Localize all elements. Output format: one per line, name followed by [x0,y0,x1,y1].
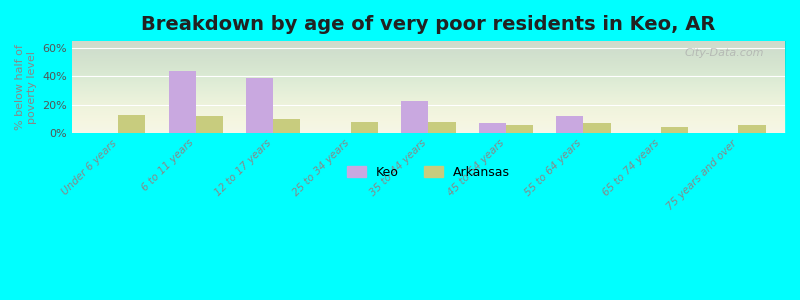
Bar [583,123,610,133]
Bar [402,100,428,133]
Title: Breakdown by age of very poor residents in Keo, AR: Breakdown by age of very poor residents … [141,15,715,34]
Legend: Keo, Arkansas: Keo, Arkansas [342,161,514,184]
Bar [428,122,455,133]
Bar [506,124,533,133]
Bar [661,128,688,133]
Bar [169,71,196,133]
Y-axis label: % below half of
poverty level: % below half of poverty level [15,44,37,130]
Bar [478,123,506,133]
Bar [274,119,301,133]
Bar [246,78,274,133]
Bar [351,122,378,133]
Bar [556,116,583,133]
Text: City-Data.com: City-Data.com [684,47,764,58]
Bar [738,124,766,133]
Bar [118,115,146,133]
Bar [196,116,223,133]
